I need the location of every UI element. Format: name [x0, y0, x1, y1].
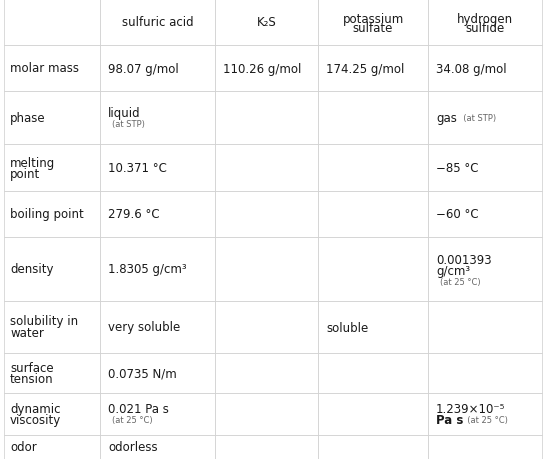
Bar: [428, 435, 542, 459]
Bar: [215, 353, 318, 393]
Text: (at 25 °C): (at 25 °C): [112, 415, 153, 425]
Bar: [428, 353, 542, 393]
Bar: [318, 92, 428, 145]
Text: 0.001393: 0.001393: [436, 253, 491, 266]
Text: phase: phase: [10, 112, 46, 125]
Text: 279.6 °C: 279.6 °C: [108, 208, 159, 221]
Bar: [215, 145, 318, 191]
Text: (at STP): (at STP): [458, 114, 496, 123]
Text: 174.25 g/mol: 174.25 g/mol: [326, 62, 405, 75]
Bar: [318, 46, 428, 92]
Text: soluble: soluble: [326, 321, 368, 334]
Bar: [100, 191, 215, 237]
Bar: [428, 145, 542, 191]
Bar: [318, 237, 428, 302]
Text: melting: melting: [10, 157, 55, 170]
Text: 0.0735 N/m: 0.0735 N/m: [108, 367, 177, 380]
Bar: [215, 435, 318, 459]
Bar: [4, 0, 100, 46]
Text: −85 °C: −85 °C: [436, 162, 478, 174]
Text: dynamic: dynamic: [10, 403, 61, 415]
Bar: [428, 237, 542, 302]
Text: tension: tension: [10, 373, 54, 386]
Text: 1.239×10⁻⁵: 1.239×10⁻⁵: [436, 403, 506, 415]
Bar: [428, 92, 542, 145]
Text: (at STP): (at STP): [112, 120, 145, 129]
Bar: [4, 302, 100, 353]
Bar: [428, 46, 542, 92]
Text: very soluble: very soluble: [108, 321, 180, 334]
Bar: [215, 191, 318, 237]
Bar: [4, 393, 100, 435]
Text: surface: surface: [10, 362, 54, 375]
Bar: [100, 46, 215, 92]
Text: molar mass: molar mass: [10, 62, 79, 75]
Text: gas: gas: [436, 112, 457, 125]
Text: K₂S: K₂S: [257, 17, 276, 29]
Text: sulfide: sulfide: [465, 22, 505, 35]
Bar: [4, 435, 100, 459]
Bar: [215, 46, 318, 92]
Bar: [428, 0, 542, 46]
Bar: [4, 237, 100, 302]
Bar: [4, 353, 100, 393]
Bar: [215, 92, 318, 145]
Text: 1.8305 g/cm³: 1.8305 g/cm³: [108, 263, 187, 276]
Bar: [318, 353, 428, 393]
Text: (at 25 °C): (at 25 °C): [462, 415, 508, 425]
Bar: [100, 435, 215, 459]
Text: g/cm³: g/cm³: [436, 265, 470, 278]
Text: potassium: potassium: [342, 12, 403, 25]
Bar: [4, 191, 100, 237]
Text: (at 25 °C): (at 25 °C): [440, 278, 480, 287]
Text: 98.07 g/mol: 98.07 g/mol: [108, 62, 179, 75]
Text: odorless: odorless: [108, 441, 158, 453]
Bar: [215, 0, 318, 46]
Bar: [318, 393, 428, 435]
Text: hydrogen: hydrogen: [457, 12, 513, 25]
Text: solubility in: solubility in: [10, 315, 78, 328]
Bar: [100, 393, 215, 435]
Text: viscosity: viscosity: [10, 414, 61, 426]
Bar: [318, 0, 428, 46]
Bar: [100, 353, 215, 393]
Text: boiling point: boiling point: [10, 208, 84, 221]
Bar: [318, 435, 428, 459]
Text: water: water: [10, 327, 44, 340]
Bar: [428, 302, 542, 353]
Bar: [428, 191, 542, 237]
Bar: [318, 145, 428, 191]
Bar: [318, 302, 428, 353]
Text: odor: odor: [10, 441, 37, 453]
Text: −60 °C: −60 °C: [436, 208, 479, 221]
Bar: [215, 302, 318, 353]
Bar: [4, 145, 100, 191]
Bar: [4, 92, 100, 145]
Bar: [100, 92, 215, 145]
Bar: [318, 191, 428, 237]
Bar: [428, 393, 542, 435]
Text: 10.371 °C: 10.371 °C: [108, 162, 167, 174]
Text: sulfuric acid: sulfuric acid: [122, 17, 193, 29]
Bar: [100, 237, 215, 302]
Text: 34.08 g/mol: 34.08 g/mol: [436, 62, 507, 75]
Text: sulfate: sulfate: [353, 22, 393, 35]
Bar: [100, 145, 215, 191]
Bar: [100, 0, 215, 46]
Bar: [100, 302, 215, 353]
Bar: [4, 46, 100, 92]
Bar: [215, 393, 318, 435]
Text: 110.26 g/mol: 110.26 g/mol: [223, 62, 301, 75]
Bar: [215, 237, 318, 302]
Text: point: point: [10, 168, 40, 180]
Text: density: density: [10, 263, 54, 276]
Text: Pa s: Pa s: [436, 414, 464, 426]
Text: 0.021 Pa s: 0.021 Pa s: [108, 403, 169, 415]
Text: liquid: liquid: [108, 107, 141, 120]
